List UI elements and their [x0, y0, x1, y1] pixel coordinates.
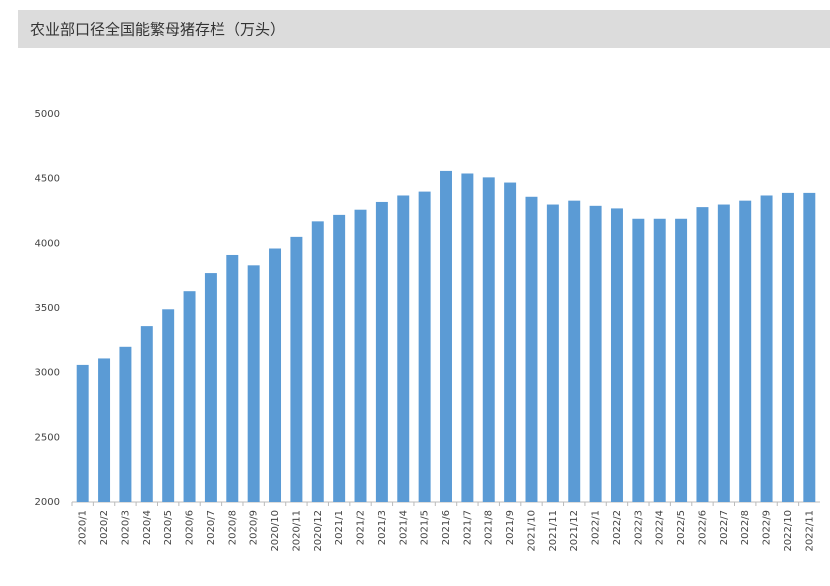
- x-tick-label: 2022/2: [612, 510, 623, 545]
- x-tick-label: 2021/5: [420, 510, 431, 545]
- x-tick-label: 2022/10: [783, 510, 794, 552]
- x-tick-label: 2021/9: [505, 510, 516, 545]
- y-tick-label: 5000: [35, 109, 60, 120]
- bar: [140, 326, 153, 502]
- bar: [119, 346, 132, 502]
- x-tick-label: 2020/8: [227, 510, 238, 545]
- x-tick-label: 2020/3: [120, 510, 131, 545]
- x-tick-label: 2020/5: [163, 510, 174, 545]
- x-tick-label: 2022/1: [591, 510, 602, 545]
- bar: [269, 248, 282, 502]
- x-tick-label: 2020/10: [270, 510, 281, 552]
- bar: [696, 207, 709, 502]
- bar: [226, 254, 239, 502]
- bar: [781, 192, 794, 503]
- title-bar: [18, 10, 830, 48]
- x-tick-label: 2022/8: [740, 510, 751, 545]
- bar: [183, 291, 196, 502]
- bar: [440, 170, 452, 502]
- x-tick-label: 2020/7: [206, 510, 217, 545]
- bar: [98, 358, 111, 502]
- x-tick-label: 2022/11: [804, 510, 815, 552]
- bar: [333, 214, 346, 502]
- x-tick-label: 2022/3: [633, 510, 644, 545]
- bar: [375, 201, 388, 503]
- x-tick-label: 2021/1: [334, 510, 345, 545]
- y-tick-label: 2500: [35, 432, 60, 443]
- bar: [632, 218, 645, 502]
- x-tick-label: 2021/3: [377, 510, 388, 545]
- bar: [760, 195, 773, 503]
- bar: [568, 200, 581, 503]
- x-tick-label: 2020/12: [313, 510, 324, 552]
- bar: [717, 204, 730, 503]
- x-tick-label: 2022/7: [719, 510, 730, 545]
- bar: [290, 236, 303, 502]
- x-tick-label: 2022/5: [676, 510, 687, 545]
- x-tick-label: 2021/10: [526, 510, 537, 552]
- x-tick-label: 2021/12: [569, 510, 580, 552]
- y-tick-label: 4000: [35, 238, 60, 249]
- bar: [803, 192, 816, 503]
- bar: [418, 191, 431, 502]
- y-tick-label: 3500: [35, 303, 60, 314]
- x-tick-label: 2020/11: [291, 510, 302, 552]
- x-tick-label: 2022/9: [762, 510, 773, 545]
- chart-title: 农业部口径全国能繁母猪存栏（万头）: [30, 21, 285, 39]
- y-tick-label: 3000: [35, 368, 60, 379]
- x-tick-label: 2020/9: [249, 510, 260, 545]
- x-tick-label: 2020/4: [142, 510, 153, 545]
- bar: [247, 265, 260, 502]
- bar: [610, 208, 623, 502]
- y-tick-label: 2000: [35, 497, 60, 508]
- bar: [397, 195, 410, 503]
- x-tick-label: 2020/6: [185, 510, 196, 545]
- bar: [546, 204, 559, 503]
- bar: [76, 364, 89, 502]
- x-tick-label: 2021/7: [462, 510, 473, 545]
- bar: [482, 177, 495, 502]
- x-tick-label: 2022/4: [655, 510, 666, 545]
- x-tick-label: 2022/6: [697, 510, 708, 545]
- bar: [354, 209, 367, 502]
- x-tick-label: 2020/2: [99, 510, 110, 545]
- x-tick-label: 2020/1: [78, 510, 89, 545]
- bar: [653, 218, 666, 502]
- bar: [525, 196, 538, 503]
- bar: [311, 221, 324, 502]
- x-tick-label: 2021/6: [441, 510, 452, 545]
- x-tick-label: 2021/4: [398, 510, 409, 545]
- bar: [589, 205, 602, 502]
- x-tick-label: 2021/11: [548, 510, 559, 552]
- bar: [461, 173, 474, 502]
- bar: [162, 309, 175, 502]
- bar: [204, 273, 217, 502]
- x-tick-label: 2021/8: [484, 510, 495, 545]
- bar: [504, 182, 517, 502]
- x-tick-label: 2021/2: [356, 510, 367, 545]
- y-tick-label: 4500: [35, 174, 60, 185]
- bar: [675, 218, 688, 502]
- bar: [739, 200, 752, 503]
